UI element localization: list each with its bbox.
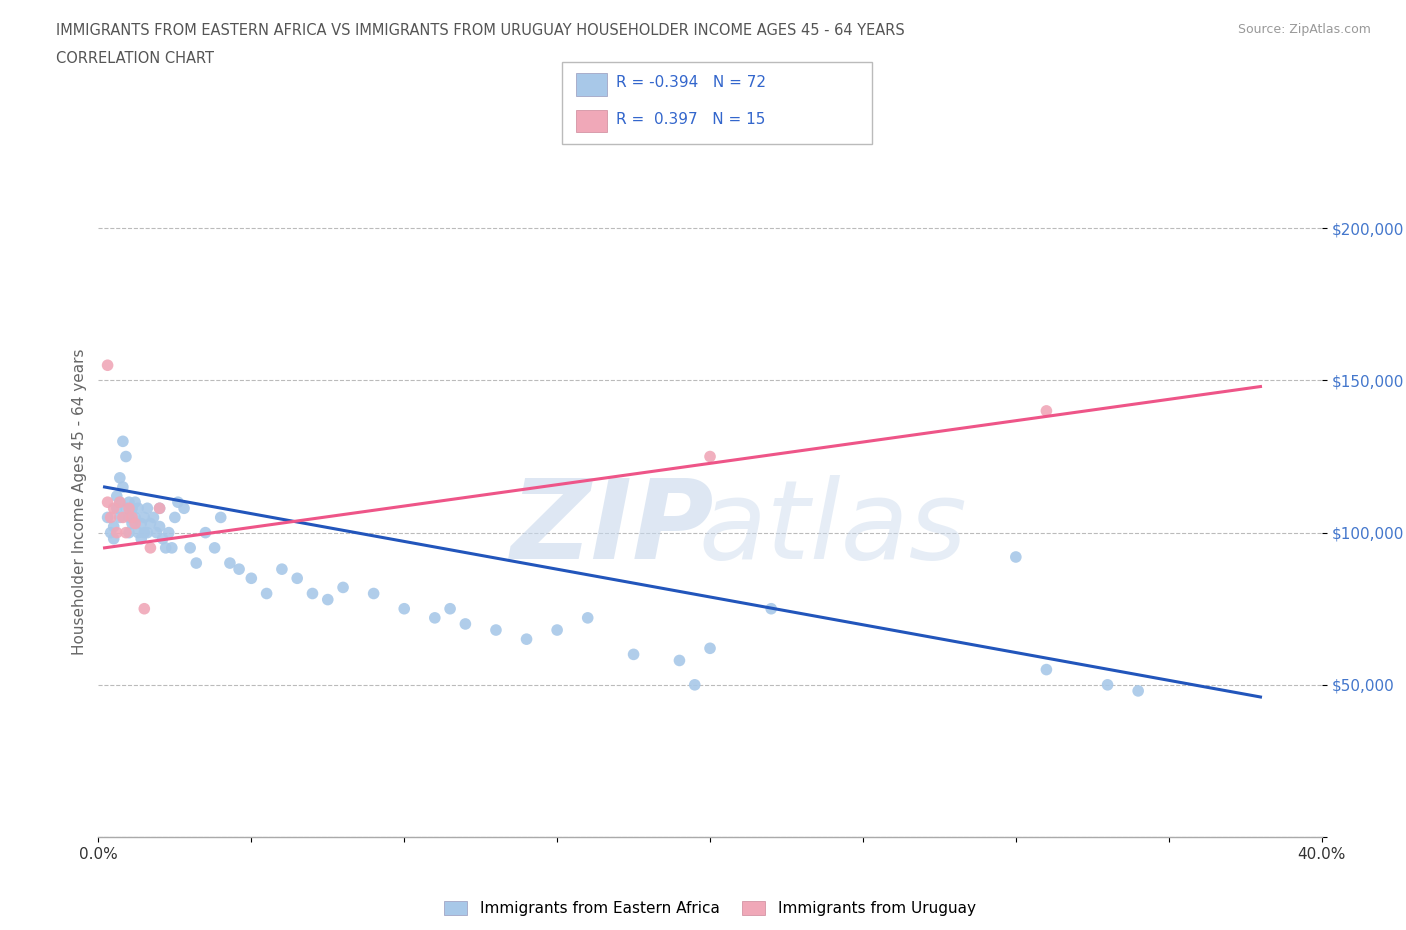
Point — [485, 622, 508, 637]
Point — [111, 480, 134, 495]
Point — [332, 580, 354, 595]
Point — [1035, 662, 1057, 677]
Point — [97, 510, 120, 525]
Point — [160, 540, 183, 555]
Point — [699, 449, 721, 464]
Point — [118, 501, 141, 516]
Point — [134, 510, 156, 525]
Point — [108, 495, 131, 510]
Y-axis label: Householder Income Ages 45 - 64 years: Householder Income Ages 45 - 64 years — [72, 349, 87, 656]
Point — [100, 525, 122, 540]
Point — [301, 586, 323, 601]
Point — [1004, 550, 1026, 565]
Point — [152, 531, 174, 546]
Text: IMMIGRANTS FROM EASTERN AFRICA VS IMMIGRANTS FROM URUGUAY HOUSEHOLDER INCOME AGE: IMMIGRANTS FROM EASTERN AFRICA VS IMMIGR… — [56, 23, 905, 38]
Point — [129, 531, 152, 546]
Point — [363, 586, 385, 601]
Point — [124, 516, 146, 531]
Point — [124, 495, 146, 510]
Point — [219, 555, 242, 570]
Point — [1035, 404, 1057, 418]
Point — [111, 510, 134, 525]
Point — [100, 510, 122, 525]
Point — [105, 501, 128, 516]
Point — [134, 602, 156, 617]
Point — [97, 358, 120, 373]
Point — [121, 516, 143, 531]
Point — [167, 495, 190, 510]
Point — [118, 525, 141, 540]
Point — [173, 501, 195, 516]
Point — [136, 525, 159, 540]
Point — [124, 510, 146, 525]
Point — [115, 525, 138, 540]
Text: Source: ZipAtlas.com: Source: ZipAtlas.com — [1237, 23, 1371, 36]
Point — [108, 510, 131, 525]
Point — [316, 592, 339, 607]
Point — [699, 641, 721, 656]
Point — [139, 516, 162, 531]
Point — [228, 562, 250, 577]
Text: R = -0.394   N = 72: R = -0.394 N = 72 — [616, 75, 766, 90]
Point — [179, 540, 201, 555]
Point — [139, 540, 162, 555]
Text: ZIP: ZIP — [510, 475, 714, 582]
Point — [759, 602, 782, 617]
Point — [623, 647, 645, 662]
Point — [97, 495, 120, 510]
Legend: Immigrants from Eastern Africa, Immigrants from Uruguay: Immigrants from Eastern Africa, Immigran… — [444, 901, 976, 916]
Text: atlas: atlas — [697, 475, 967, 582]
Point — [105, 525, 128, 540]
Point — [127, 501, 149, 516]
Point — [103, 519, 125, 534]
Point — [256, 586, 278, 601]
Point — [285, 571, 308, 586]
Point — [454, 617, 477, 631]
Point — [439, 602, 461, 617]
Point — [108, 471, 131, 485]
Point — [516, 631, 538, 646]
Point — [546, 622, 568, 637]
Point — [134, 525, 156, 540]
Point — [118, 510, 141, 525]
Point — [103, 531, 125, 546]
Point — [121, 510, 143, 525]
Point — [121, 501, 143, 516]
Point — [240, 571, 263, 586]
Point — [155, 540, 177, 555]
Text: R =  0.397   N = 15: R = 0.397 N = 15 — [616, 112, 765, 126]
Point — [115, 449, 138, 464]
Point — [108, 495, 131, 510]
Point — [103, 501, 125, 516]
Text: CORRELATION CHART: CORRELATION CHART — [56, 51, 214, 66]
Point — [149, 519, 172, 534]
Point — [186, 555, 208, 570]
Point — [127, 525, 149, 540]
Point — [129, 516, 152, 531]
Point — [423, 610, 446, 625]
Point — [1128, 684, 1150, 698]
Point — [270, 562, 292, 577]
Point — [115, 501, 138, 516]
Point — [149, 501, 172, 516]
Point — [163, 510, 186, 525]
Point — [576, 610, 599, 625]
Point — [668, 653, 690, 668]
Point — [1097, 677, 1119, 692]
Point — [105, 488, 128, 503]
Point — [145, 525, 167, 540]
Point — [111, 434, 134, 449]
Point — [142, 510, 165, 525]
Point — [118, 495, 141, 510]
Point — [194, 525, 217, 540]
Point — [392, 602, 416, 617]
Point — [157, 525, 180, 540]
Point — [136, 501, 159, 516]
Point — [149, 501, 172, 516]
Point — [204, 540, 226, 555]
Point — [209, 510, 232, 525]
Point — [683, 677, 706, 692]
